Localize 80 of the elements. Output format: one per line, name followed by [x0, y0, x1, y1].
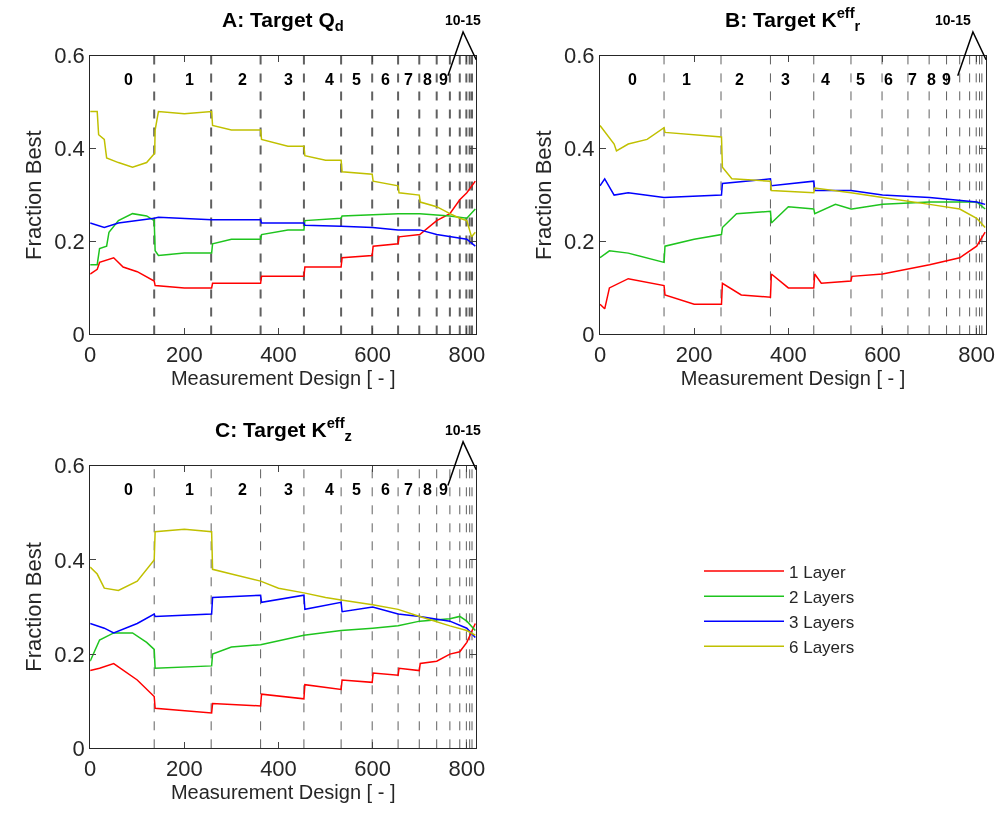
annotation: 7 — [404, 481, 413, 498]
legend-label: 2 Layers — [789, 587, 855, 607]
text: 10-15 — [445, 12, 482, 28]
legend-label: 1 Layer — [789, 562, 847, 582]
annotation: 3 — [284, 71, 293, 88]
y-tick-label: 0.6 — [54, 453, 85, 479]
y-tick-label: 0.2 — [54, 641, 85, 667]
annotation: 9 — [439, 481, 448, 498]
x-tick-label: 400 — [260, 755, 297, 781]
annotation: 0 — [628, 71, 637, 88]
text: 10-15 — [445, 422, 482, 438]
x-axis-title: Measurement Design [ - ] — [170, 780, 396, 803]
y-axis-title: Fraction Best — [20, 542, 46, 672]
annotation: 7 — [908, 71, 917, 88]
annotation: 8 — [423, 481, 432, 498]
annotation: 2 — [238, 71, 247, 88]
legend-label: 3 Layers — [789, 612, 855, 632]
annotation: 2 — [238, 481, 247, 498]
annotation: 0 — [124, 481, 133, 498]
annotation: 8 — [927, 71, 936, 88]
y-tick-label: 0.6 — [54, 43, 85, 69]
annotation: 5 — [856, 71, 865, 88]
y-axis-title: Fraction Best — [20, 130, 46, 260]
y-tick-label: 0.6 — [564, 43, 595, 69]
x-tick-label: 800 — [958, 341, 996, 367]
annotation: 2 — [735, 71, 744, 88]
x-axis-title: Measurement Design [ - ] — [170, 366, 396, 389]
y-tick-label: 0.4 — [564, 136, 595, 162]
annotation: 4 — [325, 481, 334, 498]
x-axis-title: Measurement Design [ - ] — [680, 366, 906, 389]
legend-label: 6 Layers — [789, 637, 855, 657]
line-series — [600, 124, 986, 229]
line-series — [90, 528, 477, 637]
annotation: 1 — [185, 71, 194, 88]
x-tick-label: 600 — [864, 341, 901, 367]
annotation: 8 — [423, 71, 432, 88]
annotation: 1 — [682, 71, 691, 88]
annotation: 0 — [124, 71, 133, 88]
x-tick-label: 600 — [354, 341, 392, 367]
line-series — [90, 110, 477, 238]
x-tick-label: 600 — [354, 755, 392, 781]
annotation: 6 — [884, 71, 893, 88]
annotation: 3 — [781, 71, 790, 88]
line-series — [600, 231, 986, 310]
line-series — [600, 178, 986, 206]
x-tick-label: 800 — [448, 755, 486, 781]
annotation: 4 — [821, 71, 830, 88]
y-tick-label: 0.2 — [564, 229, 595, 255]
line-series — [90, 180, 477, 289]
x-tick-label: 200 — [165, 341, 203, 367]
annotation: 6 — [381, 71, 390, 88]
line-series — [90, 216, 477, 247]
chart-title: A: Target Q$_{d}$ — [222, 8, 344, 35]
line-series — [90, 622, 477, 714]
y-axis-title: Fraction Best — [530, 130, 556, 260]
y-tick-label: 0.4 — [54, 547, 85, 573]
annotation: 6 — [381, 481, 390, 498]
y-tick-label: 0.4 — [54, 136, 85, 162]
y-tick-label: 0 — [582, 322, 595, 348]
annotation: 3 — [284, 481, 293, 498]
x-tick-label: 400 — [260, 341, 297, 367]
annotation: 1 — [185, 481, 194, 498]
line-series — [600, 201, 986, 264]
y-tick-label: 0 — [72, 736, 85, 761]
annotation: 9 — [942, 71, 951, 88]
line-series — [90, 208, 477, 266]
line-series — [90, 594, 477, 639]
annotation: 9 — [439, 71, 448, 88]
x-tick-label: 200 — [165, 755, 203, 781]
annotation: 5 — [352, 481, 361, 498]
x-tick-label: 400 — [769, 341, 807, 367]
line-series — [90, 615, 477, 669]
y-tick-label: 0 — [72, 322, 85, 348]
annotation: 5 — [352, 71, 361, 88]
x-tick-label: 200 — [675, 341, 713, 367]
annotation: 4 — [325, 71, 334, 88]
annotation: 7 — [404, 71, 413, 88]
text: 10-15 — [935, 12, 972, 28]
y-tick-label: 0.2 — [54, 229, 85, 255]
x-tick-label: 800 — [448, 341, 486, 367]
